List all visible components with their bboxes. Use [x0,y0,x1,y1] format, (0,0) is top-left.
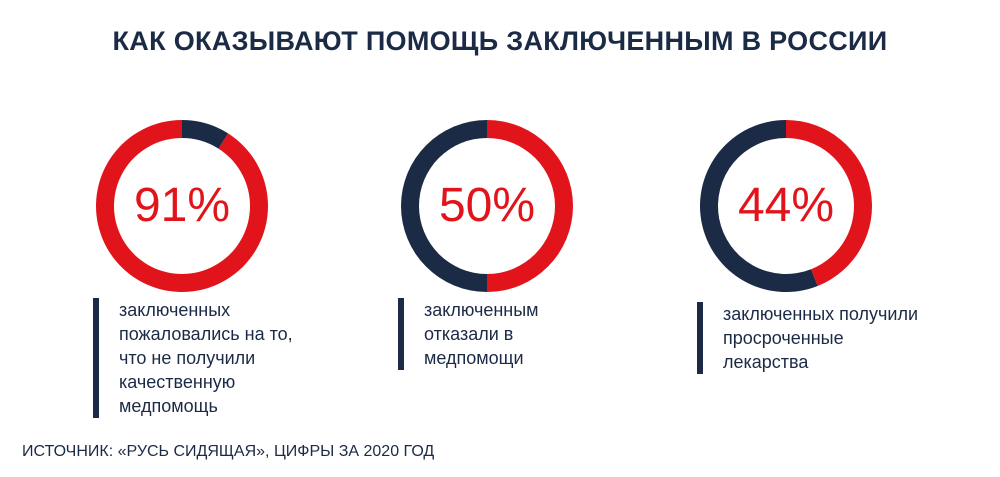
caption-2: заключенным отказали в медпомощи [398,298,539,370]
donut-1-remainder-segment [182,120,229,149]
donut-2-percent-label: 50% [438,179,536,232]
donut-3-percent-label: 44% [737,179,835,232]
donut-1-percent-label: 91% [133,179,231,232]
caption-1: заключенных пожаловались на то, что не п… [93,298,293,418]
page-title: КАК ОКАЗЫВАЮТ ПОМОЩЬ ЗАКЛЮЧЕННЫМ В РОССИ… [112,26,888,56]
donut-chart-2: 50% [401,120,573,292]
donut-chart-1: 91% [96,120,268,292]
donut-chart-3: 44% [700,120,872,292]
donut-2-remainder-segment [401,120,487,292]
donut-3-accent-segment [786,120,872,286]
donut-2-accent-segment [487,120,573,292]
caption-3: заключенных получили просроченные лекарс… [697,302,918,374]
donut-chart-3-svg [700,120,872,292]
donut-chart-1-svg [96,120,268,292]
donut-chart-2-svg [401,120,573,292]
donut-3-remainder-segment [700,120,818,292]
source-note: ИСТОЧНИК: «РУСЬ СИДЯЩАЯ», ЦИФРЫ ЗА 2020 … [22,443,435,460]
